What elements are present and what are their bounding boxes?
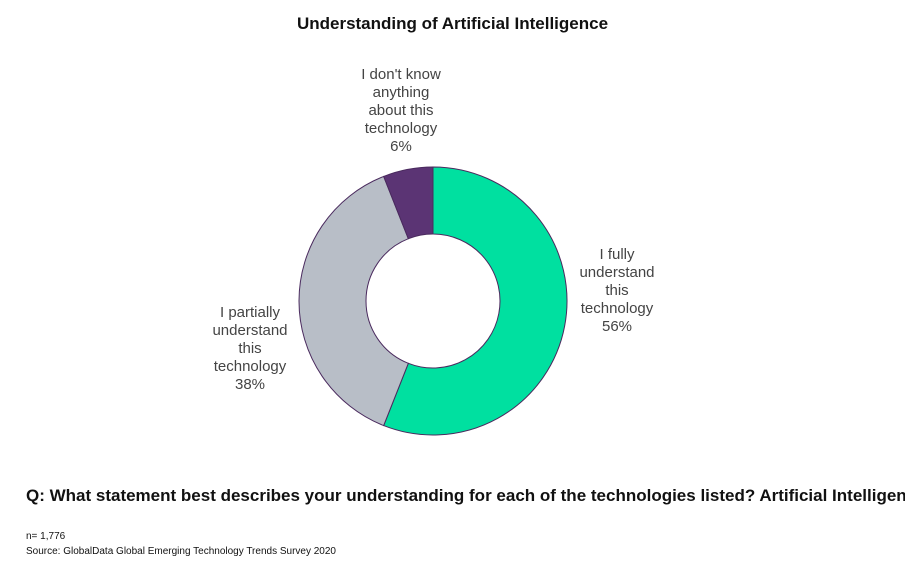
slice-label-dont-know: I don't know anything about this technol… [336, 66, 466, 156]
slice-label-line: anything [372, 84, 430, 101]
slice-label-line: about this [368, 102, 434, 119]
chart-title: Understanding of Artificial Intelligence [296, 14, 609, 33]
survey-question: Q: What statement best describes your un… [26, 486, 905, 505]
slice-value-label: 6% [390, 138, 412, 155]
slice-partially-understand [298, 175, 409, 427]
slice-fully-understand [383, 166, 568, 436]
slice-label-line: technology [364, 120, 438, 137]
slice-label-line: technology [580, 300, 654, 317]
slice-label-line: I don't know [361, 66, 441, 83]
donut-chart [298, 166, 568, 436]
slice-label-line: this [605, 282, 629, 299]
slice-label-line: I partially [219, 304, 281, 321]
slice-value-label: 38% [234, 376, 266, 393]
slice-label-line: technology [213, 358, 287, 375]
slice-label-line: I fully [599, 246, 635, 263]
slice-value-label: 56% [601, 318, 633, 335]
slice-label-line: this [238, 340, 262, 357]
sample-size: n= 1,776 [26, 531, 66, 542]
slice-label-fully: I fully understand this technology 56% [552, 246, 682, 336]
slice-dont-know [383, 166, 434, 240]
slice-label-line: understand [212, 322, 288, 339]
slice-label-line: understand [579, 264, 655, 281]
slice-label-partially: I partially understand this technology 3… [185, 304, 315, 394]
source-note: Source: GlobalData Global Emerging Techn… [26, 546, 336, 557]
